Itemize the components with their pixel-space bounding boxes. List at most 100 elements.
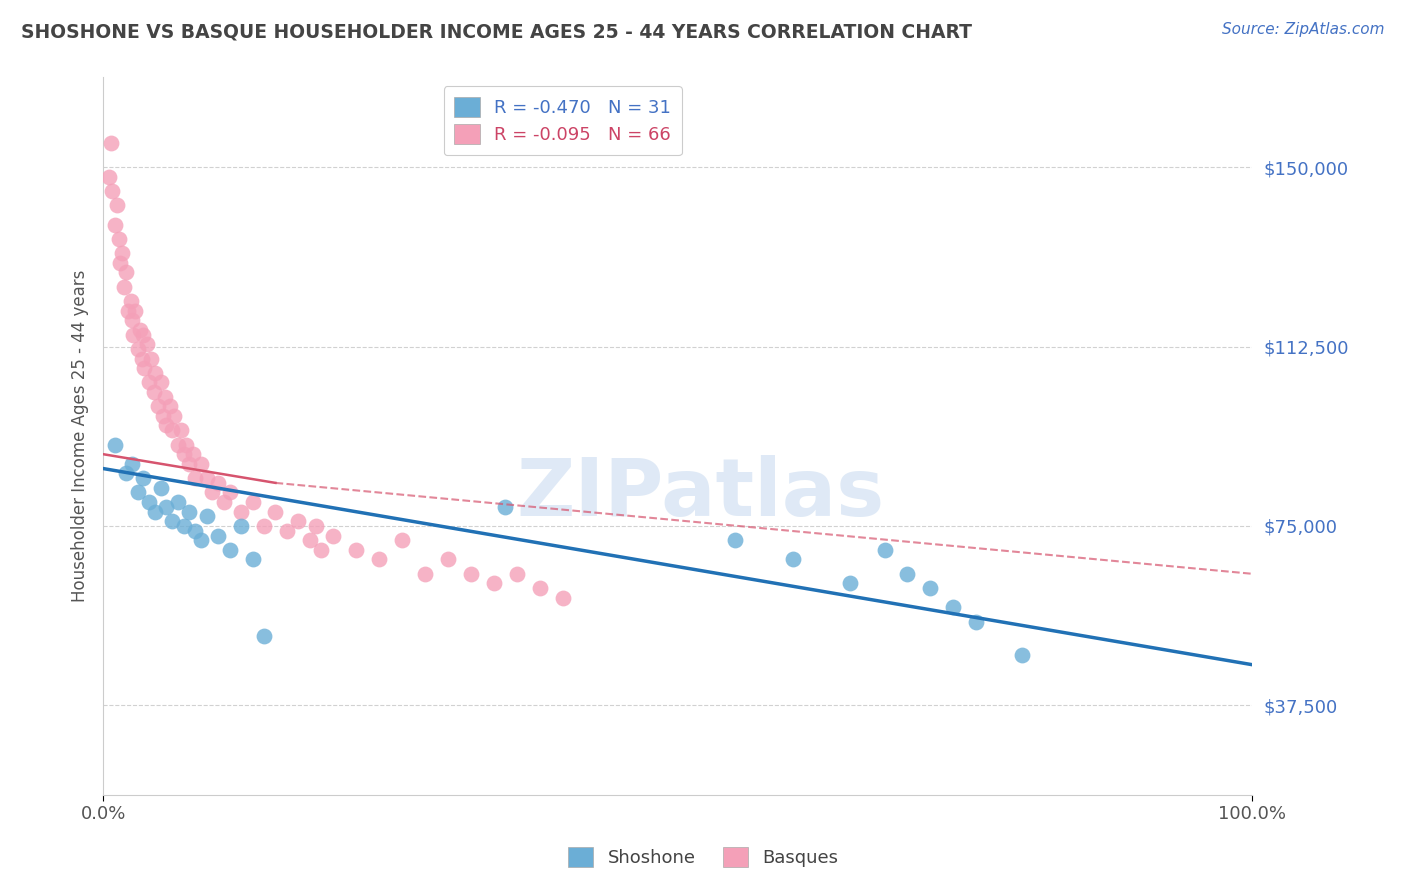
Point bbox=[207, 475, 229, 490]
Point bbox=[100, 136, 122, 151]
Point bbox=[181, 447, 204, 461]
Point bbox=[218, 485, 240, 500]
Point bbox=[131, 351, 153, 366]
Point bbox=[127, 485, 149, 500]
Point bbox=[173, 519, 195, 533]
Point bbox=[184, 471, 207, 485]
Point bbox=[190, 533, 212, 548]
Point bbox=[104, 218, 127, 232]
Point bbox=[166, 437, 188, 451]
Point bbox=[173, 447, 195, 461]
Point bbox=[101, 184, 124, 198]
Text: ZIPatlas: ZIPatlas bbox=[516, 455, 884, 533]
Point bbox=[122, 327, 145, 342]
Point bbox=[153, 390, 176, 404]
Point bbox=[207, 528, 229, 542]
Point bbox=[965, 615, 987, 629]
Point bbox=[873, 542, 896, 557]
Point bbox=[163, 409, 186, 423]
Point bbox=[896, 566, 918, 581]
Point bbox=[138, 376, 160, 390]
Point bbox=[229, 505, 252, 519]
Point bbox=[159, 400, 181, 414]
Point bbox=[201, 485, 224, 500]
Point bbox=[942, 600, 965, 615]
Point bbox=[839, 576, 862, 591]
Legend: Shoshone, Basques: Shoshone, Basques bbox=[561, 839, 845, 874]
Point bbox=[108, 232, 131, 246]
Point bbox=[120, 294, 142, 309]
Point bbox=[184, 524, 207, 538]
Point bbox=[132, 471, 155, 485]
Point bbox=[782, 552, 804, 566]
Point bbox=[460, 566, 482, 581]
Point bbox=[482, 576, 505, 591]
Point bbox=[121, 457, 143, 471]
Point bbox=[124, 303, 146, 318]
Point bbox=[179, 457, 201, 471]
Point bbox=[190, 457, 212, 471]
Point bbox=[160, 423, 183, 437]
Point bbox=[141, 351, 163, 366]
Point bbox=[152, 409, 174, 423]
Point bbox=[121, 313, 143, 327]
Point bbox=[105, 198, 128, 212]
Point bbox=[134, 361, 156, 376]
Point bbox=[138, 495, 160, 509]
Point bbox=[212, 495, 235, 509]
Point bbox=[529, 581, 551, 595]
Point bbox=[110, 256, 132, 270]
Point bbox=[117, 303, 139, 318]
Point bbox=[179, 505, 201, 519]
Point bbox=[391, 533, 413, 548]
Point bbox=[437, 552, 460, 566]
Point bbox=[264, 505, 287, 519]
Point bbox=[287, 514, 309, 528]
Point bbox=[311, 542, 333, 557]
Text: SHOSHONE VS BASQUE HOUSEHOLDER INCOME AGES 25 - 44 YEARS CORRELATION CHART: SHOSHONE VS BASQUE HOUSEHOLDER INCOME AG… bbox=[21, 22, 972, 41]
Point bbox=[143, 505, 166, 519]
Point bbox=[129, 323, 152, 337]
Point bbox=[305, 519, 328, 533]
Point bbox=[112, 279, 135, 293]
Point bbox=[170, 423, 193, 437]
Point bbox=[229, 519, 252, 533]
Point bbox=[195, 509, 218, 524]
Point bbox=[148, 400, 170, 414]
Point bbox=[135, 337, 157, 351]
Point bbox=[413, 566, 436, 581]
Point bbox=[506, 566, 529, 581]
Legend: R = -0.470   N = 31, R = -0.095   N = 66: R = -0.470 N = 31, R = -0.095 N = 66 bbox=[444, 87, 682, 155]
Point bbox=[97, 169, 120, 184]
Point bbox=[155, 418, 177, 433]
Point bbox=[195, 471, 218, 485]
Point bbox=[551, 591, 574, 605]
Point bbox=[149, 481, 172, 495]
Point bbox=[149, 376, 172, 390]
Point bbox=[344, 542, 367, 557]
Point bbox=[174, 437, 197, 451]
Point bbox=[155, 500, 177, 514]
Point bbox=[276, 524, 298, 538]
Point bbox=[218, 542, 240, 557]
Point bbox=[160, 514, 183, 528]
Point bbox=[322, 528, 344, 542]
Point bbox=[115, 467, 138, 481]
Point bbox=[142, 384, 165, 399]
Point bbox=[110, 246, 132, 260]
Point bbox=[253, 519, 276, 533]
Point bbox=[920, 581, 942, 595]
Point bbox=[132, 327, 155, 342]
Point bbox=[253, 629, 276, 643]
Point bbox=[242, 552, 264, 566]
Point bbox=[367, 552, 389, 566]
Point bbox=[298, 533, 321, 548]
Point bbox=[127, 342, 149, 356]
Point bbox=[1011, 648, 1033, 662]
Point bbox=[104, 437, 127, 451]
Point bbox=[724, 533, 747, 548]
Point bbox=[242, 495, 264, 509]
Point bbox=[494, 500, 516, 514]
Y-axis label: Householder Income Ages 25 - 44 years: Householder Income Ages 25 - 44 years bbox=[72, 270, 89, 602]
Point bbox=[143, 366, 166, 380]
